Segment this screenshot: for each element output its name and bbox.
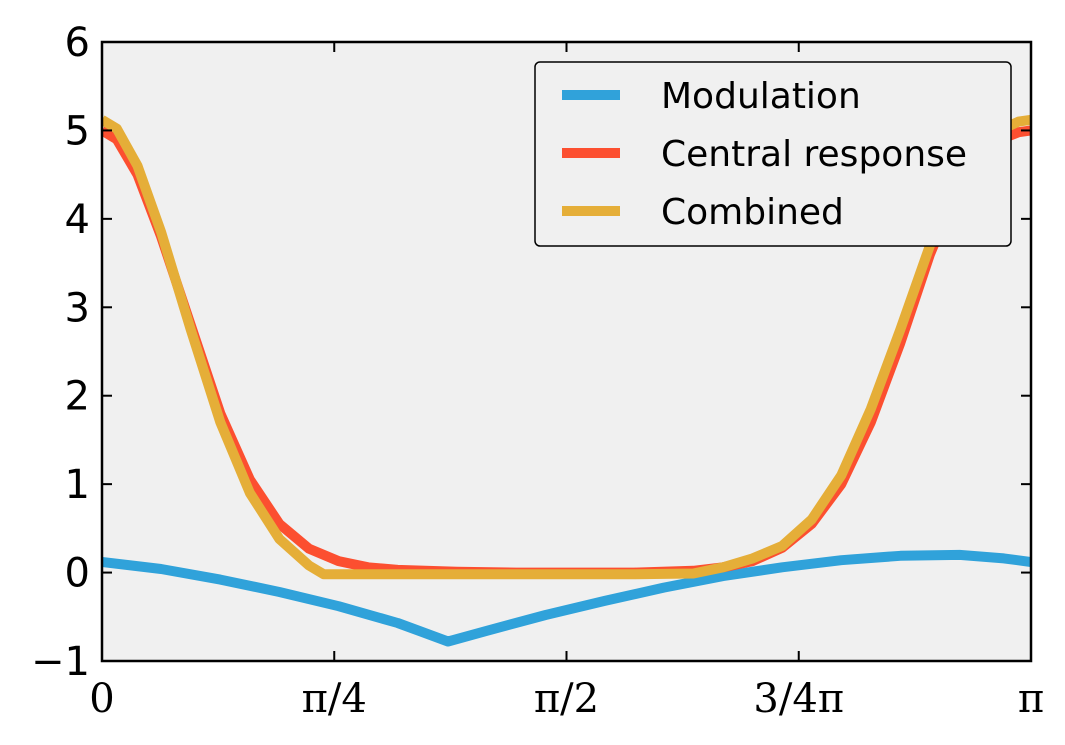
legend-label: Central response xyxy=(661,134,967,175)
y-tick-label: 3 xyxy=(65,285,90,331)
y-tick-label: 5 xyxy=(65,108,90,154)
y-tick-label: 6 xyxy=(65,20,90,66)
y-tick-label: 4 xyxy=(65,197,90,243)
x-axis: 0 π/4 π/2 3/4π π xyxy=(89,42,1044,722)
series-line-combined xyxy=(102,114,1031,580)
x-tick-label: π/4 xyxy=(302,676,367,722)
y-tick-label: 0 xyxy=(65,551,90,597)
series-layer xyxy=(102,114,1031,647)
legend-label: Modulation xyxy=(661,76,861,117)
y-tick-label: 2 xyxy=(65,374,90,420)
series-line-modulation xyxy=(102,549,1031,647)
legend-label: Combined xyxy=(661,192,844,233)
x-tick-label: 3/4π xyxy=(753,676,844,722)
x-tick-label: 0 xyxy=(89,676,114,722)
y-tick-label: 1 xyxy=(65,462,90,508)
x-tick-label: π/2 xyxy=(534,676,599,722)
legend-box xyxy=(534,61,1012,247)
y-tick-label: −1 xyxy=(31,639,90,685)
y-axis: −1 0 1 2 3 4 5 6 xyxy=(31,20,1031,685)
legend: Modulation Central response Combined xyxy=(534,61,1012,247)
x-tick-label: π xyxy=(1018,676,1044,722)
